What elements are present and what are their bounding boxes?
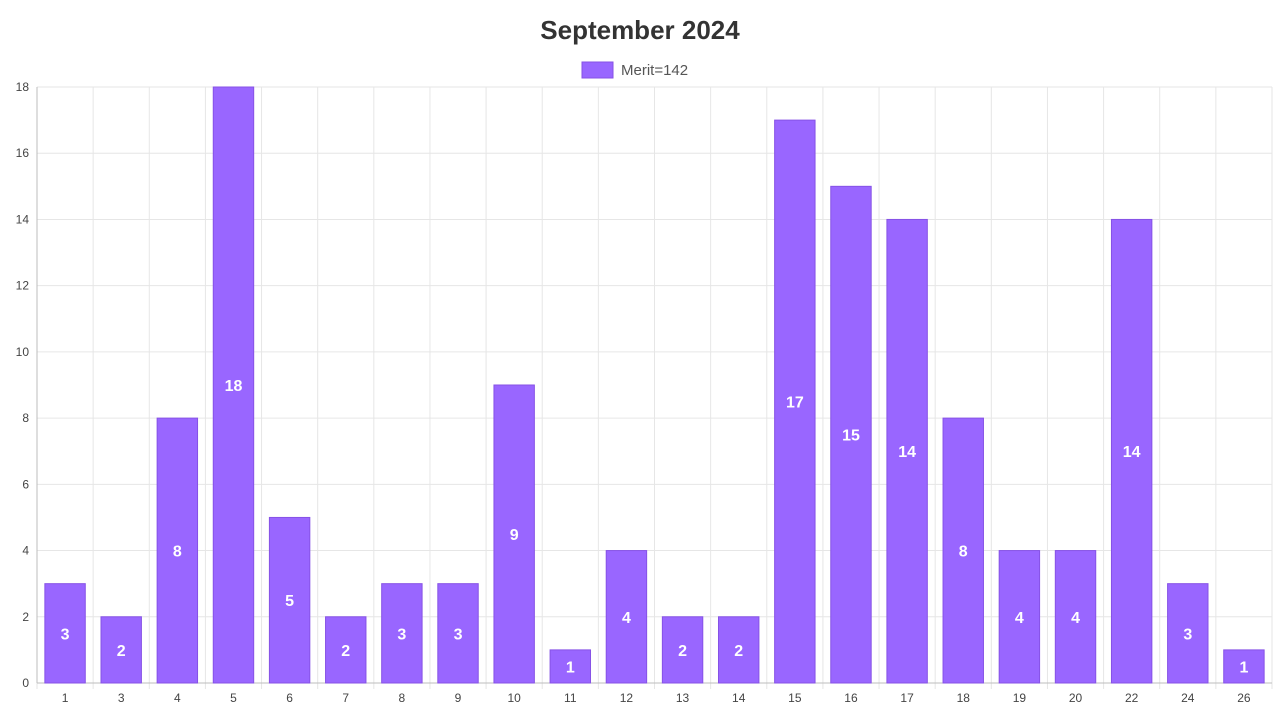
bar-4[interactable] (156, 417, 199, 684)
x-tick-label: 26 (1237, 691, 1251, 705)
x-tick-label: 7 (342, 691, 349, 705)
x-tick-label: 20 (1069, 691, 1083, 705)
bar-1[interactable] (44, 583, 86, 684)
bar-value-label: 2 (678, 643, 687, 660)
bar-value-label: 3 (61, 626, 70, 643)
x-tick-label: 15 (788, 691, 802, 705)
bar-10[interactable] (493, 384, 535, 684)
bar-value-label: 3 (397, 626, 406, 643)
bar-5[interactable] (212, 86, 255, 684)
bar-13[interactable] (661, 616, 704, 684)
y-tick-label: 0 (22, 676, 29, 690)
bar-19[interactable] (998, 550, 1041, 684)
y-tick-label: 6 (22, 477, 29, 491)
y-tick-label: 12 (16, 279, 30, 293)
bar-3[interactable] (100, 616, 142, 684)
y-tick-label: 4 (22, 544, 29, 558)
bar-value-label: 14 (898, 444, 916, 461)
bar-16[interactable] (830, 185, 872, 684)
bar-8[interactable] (381, 583, 423, 684)
x-tick-label: 16 (844, 691, 858, 705)
x-tick-label: 4 (174, 691, 181, 705)
x-tick-label: 8 (399, 691, 406, 705)
x-tick-label: 14 (732, 691, 746, 705)
x-tick-label: 10 (507, 691, 521, 705)
bar-value-label: 2 (341, 643, 350, 660)
bar-value-label: 18 (225, 378, 243, 395)
bar-11[interactable] (549, 649, 592, 684)
bar-value-label: 3 (1183, 626, 1192, 643)
bars (44, 86, 1265, 684)
x-tick-label: 5 (230, 691, 237, 705)
bar-value-label: 17 (786, 395, 804, 412)
bar-value-label: 4 (622, 610, 631, 627)
bar-value-label: 8 (959, 544, 968, 561)
bar-value-label: 3 (454, 626, 463, 643)
bar-value-label: 4 (1015, 610, 1024, 627)
bar-9[interactable] (437, 583, 479, 684)
bar-15[interactable] (774, 119, 816, 684)
legend[interactable]: Merit=142 (581, 61, 688, 79)
bar-14[interactable] (717, 616, 760, 684)
x-tick-label: 3 (118, 691, 125, 705)
x-tick-label: 24 (1181, 691, 1195, 705)
bar-value-label: 1 (1239, 659, 1248, 676)
y-tick-label: 8 (22, 411, 29, 425)
bar-value-label: 4 (1071, 610, 1080, 627)
x-tick-label: 19 (1013, 691, 1027, 705)
bar-value-label: 9 (510, 527, 519, 544)
bar-20[interactable] (1054, 550, 1097, 684)
bar-26[interactable] (1223, 649, 1265, 684)
x-tick-label: 6 (286, 691, 293, 705)
bar-6[interactable] (268, 516, 311, 684)
legend-swatch[interactable] (581, 61, 614, 79)
x-tick-label: 11 (564, 691, 577, 705)
x-tick-label: 13 (676, 691, 690, 705)
bar-7[interactable] (325, 616, 367, 684)
bar-value-label: 8 (173, 544, 182, 561)
y-tick-label: 10 (16, 345, 30, 359)
bar-18[interactable] (942, 417, 984, 684)
x-tick-label: 18 (957, 691, 971, 705)
bar-12[interactable] (605, 550, 648, 684)
y-tick-label: 16 (16, 146, 30, 160)
legend-label[interactable]: Merit=142 (621, 62, 688, 79)
x-tick-label: 17 (900, 691, 914, 705)
chart-title: September 2024 (540, 15, 740, 45)
bar-value-label: 1 (566, 659, 575, 676)
x-tick-label: 9 (455, 691, 462, 705)
bar-value-label: 2 (734, 643, 743, 660)
bar-17[interactable] (886, 218, 928, 684)
bar-value-label: 2 (117, 643, 126, 660)
y-tick-label: 18 (16, 80, 30, 94)
bar-value-label: 15 (842, 428, 860, 445)
x-tick-label: 22 (1125, 691, 1139, 705)
bar-24[interactable] (1167, 583, 1209, 684)
y-tick-label: 2 (22, 610, 29, 624)
x-tick-label: 12 (620, 691, 634, 705)
bar-value-label: 5 (285, 593, 294, 610)
x-tick-label: 1 (62, 691, 69, 705)
y-tick-label: 14 (16, 212, 30, 226)
bar-value-label: 14 (1123, 444, 1141, 461)
bar-22[interactable] (1110, 218, 1153, 684)
